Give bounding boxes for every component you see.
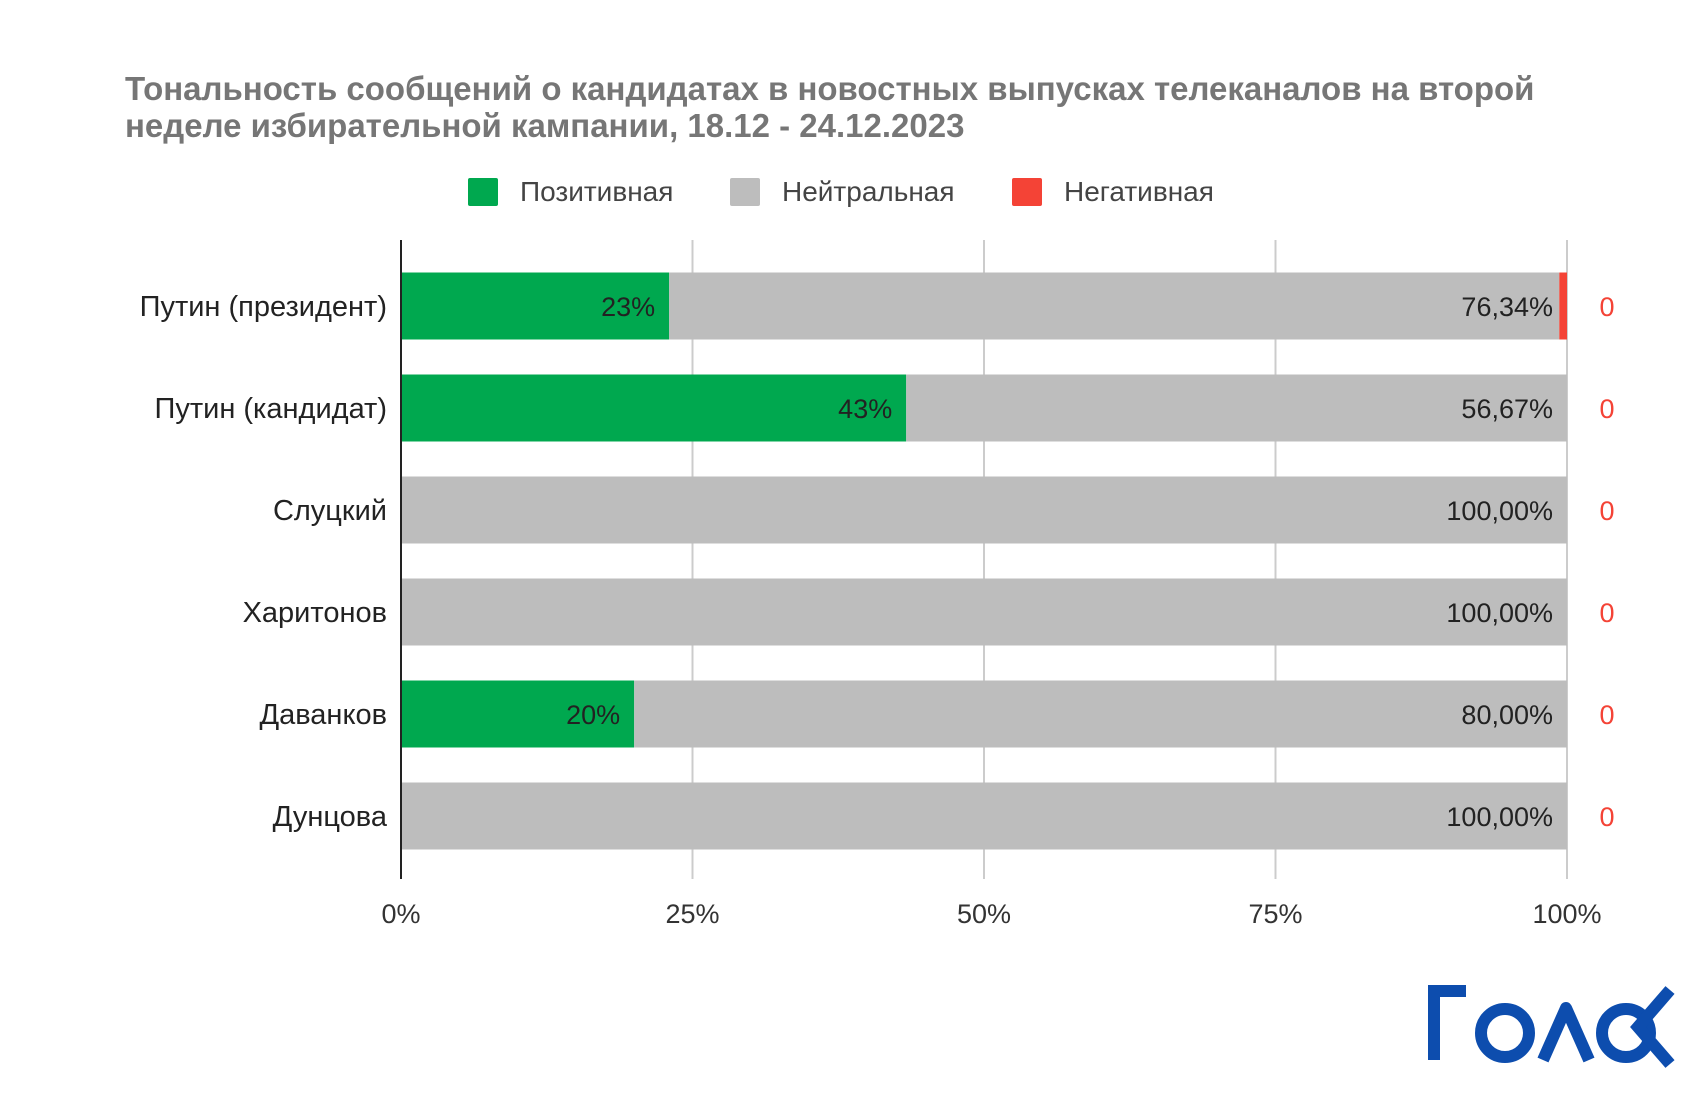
x-tick-label: 75% bbox=[1248, 899, 1302, 929]
data-label-negative: 0 bbox=[1599, 802, 1614, 832]
legend-label-2: Негативная bbox=[1064, 176, 1214, 207]
legend-label-1: Нейтральная bbox=[782, 176, 955, 207]
data-label: 23% bbox=[601, 292, 655, 322]
bar-1 bbox=[906, 374, 1567, 442]
data-label: 100,00% bbox=[1446, 802, 1553, 832]
bar-1 bbox=[401, 578, 1567, 646]
data-label: 100,00% bbox=[1446, 496, 1553, 526]
legend-label-0: Позитивная bbox=[520, 176, 673, 207]
x-tick-label: 25% bbox=[665, 899, 719, 929]
bar-1 bbox=[401, 476, 1567, 544]
legend-swatch-1 bbox=[730, 178, 760, 206]
data-label-negative: 0 bbox=[1599, 598, 1614, 628]
x-tick-label: 50% bbox=[957, 899, 1011, 929]
legend-swatch-2 bbox=[1012, 178, 1042, 206]
category-label: Дунцова bbox=[273, 801, 388, 833]
data-label: 43% bbox=[838, 394, 892, 424]
legend-swatch-0 bbox=[468, 178, 498, 206]
category-label: Харитонов bbox=[243, 597, 387, 629]
x-tick-label: 0% bbox=[381, 899, 420, 929]
bar-0 bbox=[401, 272, 670, 340]
category-label: Путин (кандидат) bbox=[155, 393, 388, 425]
bar-0 bbox=[401, 374, 907, 442]
chart-title: Тональность сообщений о кандидатах в нов… bbox=[125, 70, 1535, 144]
data-label-negative: 0 bbox=[1599, 292, 1614, 322]
data-label-negative: 0 bbox=[1599, 496, 1614, 526]
data-label-negative: 0 bbox=[1599, 700, 1614, 730]
data-label: 20% bbox=[566, 700, 620, 730]
data-label: 80,00% bbox=[1461, 700, 1553, 730]
bar-1 bbox=[634, 680, 1567, 748]
data-label: 56,67% bbox=[1461, 394, 1553, 424]
x-tick-label: 100% bbox=[1532, 899, 1601, 929]
category-label: Даванков bbox=[259, 699, 387, 731]
data-label: 76,34% bbox=[1461, 292, 1553, 322]
bar-1 bbox=[401, 782, 1567, 850]
data-label-negative: 0 bbox=[1599, 394, 1614, 424]
data-label: 100,00% bbox=[1446, 598, 1553, 628]
category-label: Слуцкий bbox=[273, 495, 387, 527]
bar-1 bbox=[669, 272, 1560, 340]
bar-2 bbox=[1559, 272, 1567, 340]
bar-0 bbox=[401, 680, 635, 748]
category-label: Путин (президент) bbox=[140, 291, 387, 323]
